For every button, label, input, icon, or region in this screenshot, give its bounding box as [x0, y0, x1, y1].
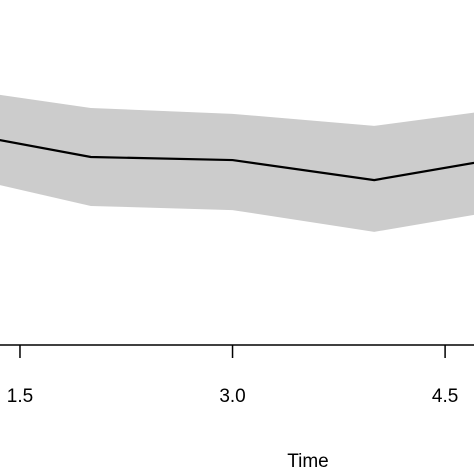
- line: [0, 139, 474, 182]
- confidence-band: [0, 94, 474, 232]
- x-axis-label: Time: [287, 451, 329, 472]
- x-tick-label: 4.5: [432, 386, 458, 407]
- x-tick-label: 3.0: [219, 386, 245, 407]
- plot-area: [0, 94, 474, 232]
- x-tick-label: 1.5: [7, 386, 33, 407]
